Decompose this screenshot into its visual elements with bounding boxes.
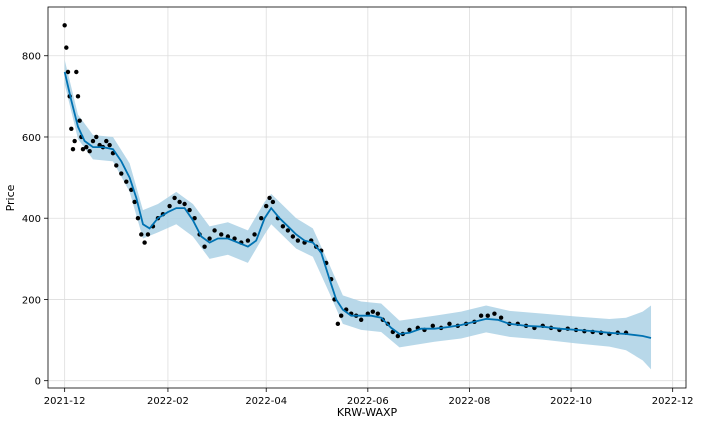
axes-layer: 0 200 400 600 800 2021-12 2022-02 2022-04 2022-0… bbox=[22, 52, 694, 407]
observation-point bbox=[114, 163, 119, 168]
observation-point bbox=[70, 146, 76, 152]
y-tick-label: 400 bbox=[22, 214, 41, 225]
observation-point bbox=[142, 240, 147, 245]
observation-point bbox=[335, 321, 341, 327]
observation-point bbox=[252, 232, 257, 237]
y-axis-label: Price bbox=[4, 184, 17, 211]
observation-point bbox=[119, 171, 124, 176]
x-tick-label: 2022-12 bbox=[652, 396, 694, 407]
observation-point bbox=[172, 195, 177, 201]
observation-point bbox=[485, 313, 490, 318]
observation-point bbox=[107, 142, 112, 148]
observation-point bbox=[478, 313, 484, 318]
observation-point bbox=[192, 216, 197, 221]
observation-point bbox=[225, 234, 231, 239]
observation-point bbox=[219, 232, 224, 237]
observation-point bbox=[259, 216, 264, 221]
observation-point bbox=[498, 315, 504, 320]
forecast-line bbox=[63, 71, 652, 339]
observation-point bbox=[65, 69, 71, 75]
x-tick-label: 2022-02 bbox=[147, 396, 189, 407]
observation-point bbox=[447, 321, 452, 327]
x-axis-label: KRW-WAXP bbox=[337, 406, 398, 419]
observation-point bbox=[280, 224, 286, 229]
observation-point bbox=[267, 195, 272, 201]
observation-point bbox=[295, 238, 301, 243]
x-tick-label: 2022-04 bbox=[245, 396, 287, 407]
observation-point bbox=[285, 228, 291, 233]
observation-point bbox=[202, 244, 207, 249]
observation-point bbox=[207, 236, 212, 241]
observation-point bbox=[69, 126, 74, 132]
observation-point bbox=[232, 236, 237, 241]
observation-point bbox=[84, 144, 89, 150]
observation-point bbox=[94, 134, 99, 140]
observation-point bbox=[62, 23, 67, 28]
x-tick-label: 2021-12 bbox=[44, 396, 86, 407]
forecast-line-layer bbox=[63, 71, 652, 339]
observation-point bbox=[104, 138, 109, 144]
observation-point bbox=[492, 311, 497, 316]
observation-point bbox=[124, 179, 129, 184]
observation-point bbox=[375, 311, 381, 316]
x-tick-label: 2022-06 bbox=[347, 396, 389, 407]
observation-point bbox=[187, 207, 192, 213]
observation-point bbox=[370, 309, 376, 314]
observation-point bbox=[407, 327, 412, 333]
observation-point bbox=[135, 216, 141, 221]
observation-point bbox=[245, 238, 251, 243]
observation-point bbox=[430, 323, 435, 329]
observation-point bbox=[64, 45, 69, 50]
observation-point bbox=[177, 199, 182, 205]
observation-point bbox=[338, 313, 344, 318]
observation-point bbox=[264, 203, 269, 209]
observation-point bbox=[72, 138, 77, 144]
y-tick-label: 600 bbox=[22, 133, 41, 144]
observation-point bbox=[87, 148, 92, 154]
observation-point bbox=[90, 138, 96, 144]
observation-point bbox=[182, 201, 187, 207]
uncertainty-band-layer bbox=[64, 59, 652, 370]
uncertainty-band bbox=[64, 59, 652, 370]
y-tick-label: 200 bbox=[22, 295, 41, 306]
observation-point bbox=[77, 118, 82, 123]
plot-frame bbox=[47, 6, 687, 389]
x-tick-label: 2022-10 bbox=[550, 396, 592, 407]
observation-point bbox=[75, 94, 81, 99]
observation-point bbox=[80, 146, 86, 152]
y-tick-label: 800 bbox=[22, 52, 41, 63]
observation-point bbox=[145, 232, 151, 237]
observation-point bbox=[365, 311, 371, 316]
observation-point bbox=[395, 333, 401, 339]
observation-point bbox=[270, 199, 276, 205]
observation-point bbox=[139, 232, 144, 237]
x-tick-label: 2022-08 bbox=[449, 396, 491, 407]
observation-point bbox=[212, 228, 217, 233]
observation-point bbox=[132, 199, 137, 205]
observation-point bbox=[290, 234, 296, 239]
observation-point bbox=[167, 203, 172, 209]
observation-point bbox=[358, 317, 364, 322]
observation-point bbox=[74, 69, 79, 75]
y-tick-label: 0 bbox=[35, 377, 41, 388]
